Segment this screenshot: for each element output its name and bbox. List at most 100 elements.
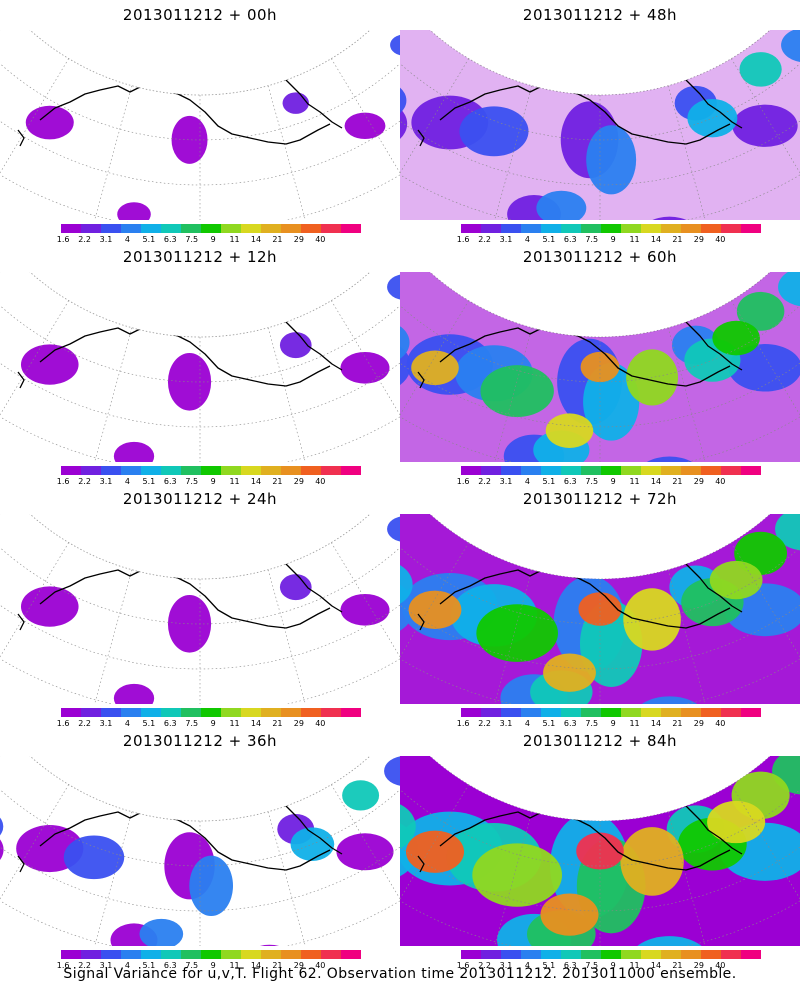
colorbar-swatch (541, 950, 561, 959)
colorbar-label: 2.2 (78, 235, 91, 244)
colorbar-label: 9 (210, 235, 216, 244)
colorbar: 1.6 2.2 3.1 4 5.1 6.3 7.5 9 11 14 21 29 40 (57, 466, 361, 488)
variance-blob (728, 344, 800, 392)
variance-blob (736, 291, 785, 331)
colorbar-label: 1.6 (56, 235, 70, 244)
colorbar: 1.6 2.2 3.1 4 5.1 6.3 7.5 9 11 14 21 29 40 (457, 708, 761, 730)
variance-blob (342, 780, 380, 811)
panel-title: 2013011212 + 84h (522, 732, 678, 750)
colorbar-label: 29 (693, 961, 704, 970)
colorbar-label: 29 (693, 235, 704, 244)
colorbar-label: 21 (272, 235, 283, 244)
colorbar-label: 40 (315, 961, 326, 970)
variance-field (20, 516, 400, 704)
colorbar-swatch (81, 950, 101, 959)
variance-blob (387, 516, 400, 543)
colorbar-label: 5.1 (142, 719, 156, 728)
colorbar-label: 3.1 (99, 235, 113, 244)
colorbar-label: 1.6 (56, 961, 70, 970)
colorbar-swatch (181, 950, 201, 959)
colorbar-swatch (481, 950, 501, 959)
colorbar-swatch (501, 224, 521, 233)
variance-blob (63, 835, 125, 880)
colorbar-label: 21 (672, 961, 683, 970)
map-panel: 2013011212 + 48h 1.6 2.2 3.1 4 5.1 6.3 7.5 9 11 14… (400, 0, 800, 244)
variance-blob (576, 832, 624, 870)
colorbar-label: 21 (672, 719, 683, 728)
colorbar-swatch (601, 950, 621, 959)
colorbar-swatch (641, 466, 661, 475)
colorbar-label: 6.3 (163, 477, 177, 486)
colorbar-swatch (541, 466, 561, 475)
colorbar-swatches (461, 224, 761, 233)
map-panel: 2013011212 + 12h 1.6 2.2 3.1 4 5.1 6.3 7.5 9 11 14… (0, 242, 400, 486)
colorbar-swatch (661, 466, 681, 475)
colorbar-swatch (701, 708, 721, 717)
variance-blob (536, 190, 587, 220)
colorbar-swatch (221, 224, 241, 233)
colorbar-label: 4 (524, 235, 530, 244)
colorbar-swatch (581, 950, 601, 959)
colorbar-label: 9 (610, 235, 616, 244)
colorbar-swatch (601, 708, 621, 717)
colorbar-swatch (201, 950, 221, 959)
colorbar-swatch (121, 950, 141, 959)
colorbar-label: 6.3 (163, 961, 177, 970)
colorbar-label: 4 (124, 235, 130, 244)
panel-title: 2013011212 + 00h (122, 6, 278, 24)
variance-blob (384, 756, 400, 787)
colorbar-label: 11 (629, 235, 640, 244)
colorbar-swatch (141, 708, 161, 717)
colorbar-label: 5.1 (542, 235, 556, 244)
variance-blob (390, 34, 400, 56)
colorbar-swatch (741, 466, 761, 475)
colorbar-swatch (721, 466, 741, 475)
colorbar-swatch (141, 466, 161, 475)
colorbar: 1.6 2.2 3.1 4 5.1 6.3 7.5 9 11 14 21 29 40 (57, 708, 361, 730)
colorbar-label: 3.1 (499, 235, 513, 244)
colorbar-swatch (741, 708, 761, 717)
colorbar-label: 29 (293, 235, 304, 244)
colorbar-label: 40 (715, 235, 726, 244)
colorbar-swatch (101, 950, 121, 959)
graticule (400, 514, 800, 704)
colorbar-label: 5.1 (142, 477, 156, 486)
colorbar-label: 6.3 (563, 719, 577, 728)
map-panel: 2013011212 + 36h 1.6 2.2 3.1 4 5.1 6.3 7.5 9 11 14… (0, 726, 400, 970)
colorbar-label: 5.1 (542, 719, 556, 728)
variance-blob (171, 115, 208, 164)
variance-blob (340, 593, 390, 626)
colorbar-swatch (141, 224, 161, 233)
colorbar-swatch (181, 708, 201, 717)
variance-blob (476, 604, 558, 662)
colorbar-swatch (561, 950, 581, 959)
colorbar-label: 9 (610, 477, 616, 486)
colorbar-label: 14 (250, 961, 262, 970)
colorbar-label: 11 (229, 961, 240, 970)
graticule (400, 30, 800, 220)
colorbar-swatch (201, 224, 221, 233)
colorbar-swatch (541, 708, 561, 717)
colorbar-label: 4 (124, 477, 130, 486)
colorbar-swatch (301, 224, 321, 233)
variance-blob (139, 918, 184, 946)
colorbar-label: 21 (272, 719, 283, 728)
colorbar-label: 29 (293, 719, 304, 728)
colorbar: 1.6 2.2 3.1 4 5.1 6.3 7.5 9 11 14 21 29 40 (457, 950, 761, 972)
colorbar-swatch (521, 224, 541, 233)
colorbar-label: 7.5 (185, 719, 199, 728)
colorbar-swatch (301, 466, 321, 475)
colorbar-swatch (601, 224, 621, 233)
colorbar: 1.6 2.2 3.1 4 5.1 6.3 7.5 9 11 14 21 29 40 (57, 950, 361, 972)
variance-blob (578, 592, 622, 626)
colorbar-swatch (581, 224, 601, 233)
colorbar-label: 40 (715, 477, 726, 486)
colorbar-swatch (81, 708, 101, 717)
colorbar-label: 29 (293, 961, 304, 970)
polar-map (0, 514, 400, 704)
variance-blob (583, 362, 640, 441)
colorbar-label: 1.6 (56, 477, 70, 486)
colorbar-labels: 1.6 2.2 3.1 4 5.1 6.3 7.5 9 11 14 21 29 40 (57, 961, 361, 972)
colorbar-swatch (621, 708, 641, 717)
colorbar-label: 40 (315, 235, 326, 244)
